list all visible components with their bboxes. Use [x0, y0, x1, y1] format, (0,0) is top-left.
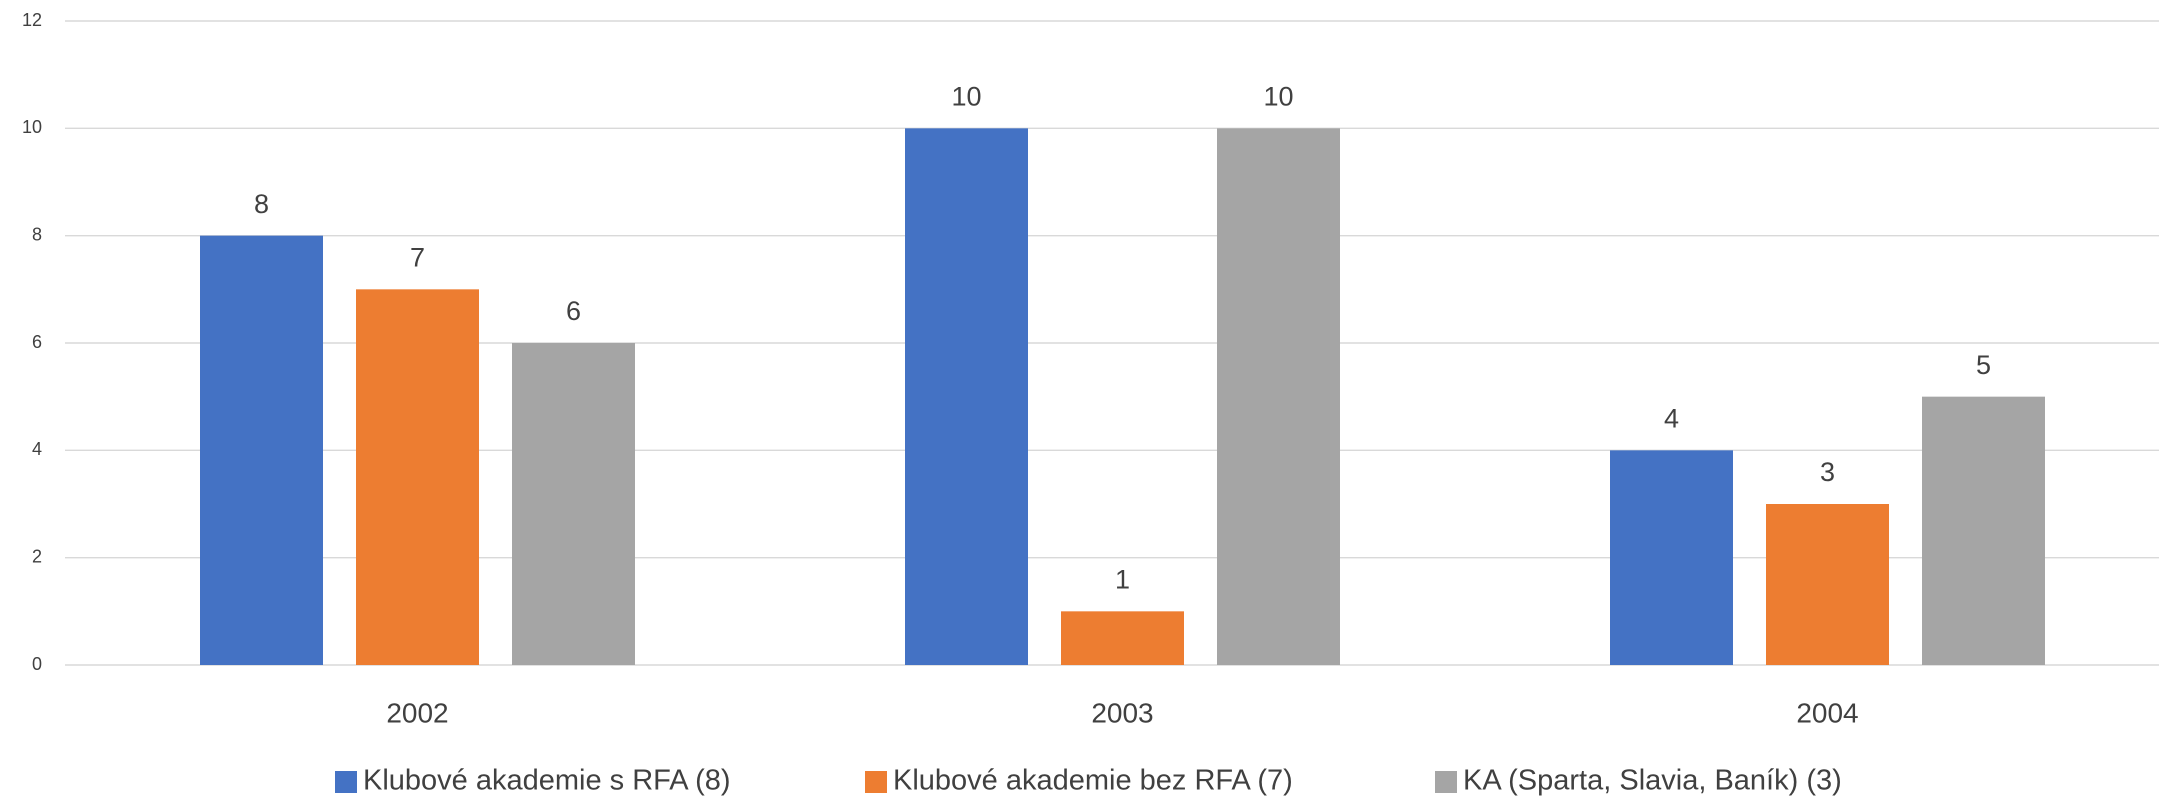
y-tick-label: 8	[32, 224, 42, 244]
bar	[200, 235, 323, 665]
data-label: 4	[1664, 403, 1679, 433]
y-tick-label: 12	[22, 10, 42, 30]
bar	[1061, 611, 1184, 665]
bar	[356, 289, 479, 665]
legend-label: Klubové akademie s RFA (8)	[363, 765, 731, 797]
data-label: 8	[254, 189, 269, 219]
x-tick-label: 2002	[386, 697, 448, 728]
y-tick-label: 4	[32, 439, 42, 459]
bar	[1217, 128, 1340, 666]
data-label: 10	[951, 81, 981, 111]
data-label: 10	[1263, 81, 1293, 111]
y-tick-label: 6	[32, 332, 42, 352]
legend-label: KA (Sparta, Slavia, Baník) (3)	[1463, 765, 1842, 797]
legend-label: Klubové akademie bez RFA (7)	[893, 765, 1293, 797]
y-tick-label: 0	[32, 654, 42, 674]
bar	[1922, 396, 2045, 665]
data-label: 6	[566, 296, 581, 326]
legend-swatch	[335, 771, 357, 793]
data-label: 1	[1115, 564, 1130, 594]
data-label: 5	[1976, 350, 1991, 380]
bar	[1610, 450, 1733, 665]
bar	[905, 128, 1028, 666]
x-tick-label: 2003	[1091, 697, 1153, 728]
legend-swatch	[1435, 771, 1457, 793]
bar	[1766, 504, 1889, 665]
legend-swatch	[865, 771, 887, 793]
x-tick-label: 2004	[1796, 697, 1858, 728]
bar	[512, 343, 635, 665]
y-tick-label: 10	[22, 117, 42, 137]
data-label: 3	[1820, 457, 1835, 487]
y-tick-label: 2	[32, 546, 42, 566]
data-label: 7	[410, 242, 425, 272]
